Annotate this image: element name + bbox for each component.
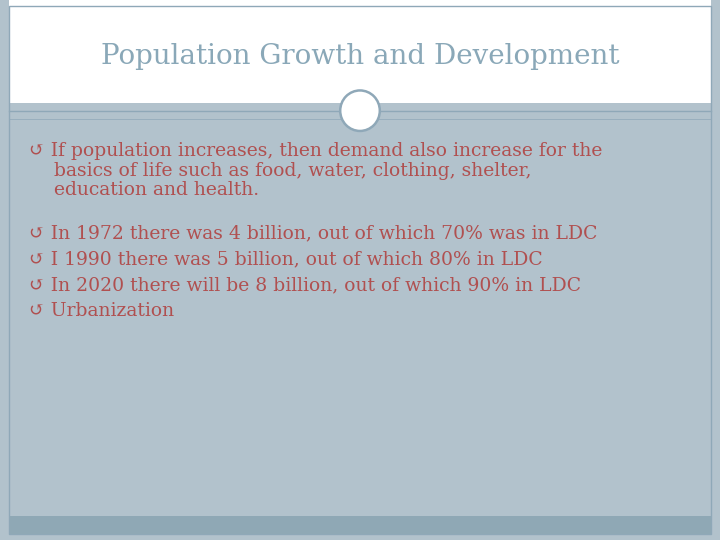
- Text: ↺ Urbanization: ↺ Urbanization: [29, 302, 174, 320]
- Text: Population Growth and Development: Population Growth and Development: [101, 43, 619, 70]
- Ellipse shape: [340, 90, 380, 131]
- Text: ↺ In 2020 there will be 8 billion, out of which 90% in LDC: ↺ In 2020 there will be 8 billion, out o…: [29, 276, 581, 294]
- Bar: [9, 516, 711, 534]
- Text: ↺ I 1990 there was 5 billion, out of which 80% in LDC: ↺ I 1990 there was 5 billion, out of whi…: [29, 250, 543, 268]
- Text: ↺ If population increases, then demand also increase for the: ↺ If population increases, then demand a…: [29, 142, 602, 160]
- Bar: [9, 0, 711, 103]
- Text: ↺ In 1972 there was 4 billion, out of which 70% was in LDC: ↺ In 1972 there was 4 billion, out of wh…: [29, 224, 598, 242]
- Text: education and health.: education and health.: [54, 181, 259, 199]
- Text: basics of life such as food, water, clothing, shelter,: basics of life such as food, water, clot…: [54, 162, 531, 180]
- Bar: [9, 103, 711, 516]
